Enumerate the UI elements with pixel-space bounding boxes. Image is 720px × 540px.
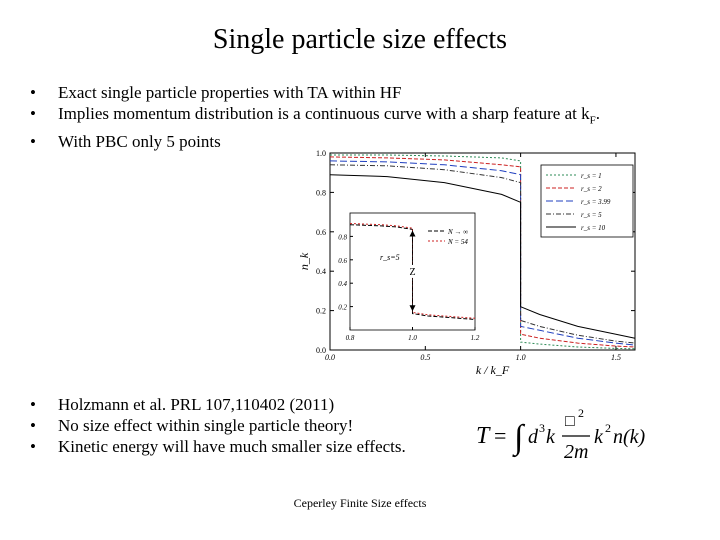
bottom-bullet-list: • Holzmann et al. PRL 107,110402 (2011) … [30, 394, 480, 457]
slide-footer: Ceperley Finite Size effects [293, 496, 427, 510]
bullet-text: Holzmann et al. PRL 107,110402 (2011) [58, 395, 335, 414]
inset-y-tick-label: 0.4 [338, 280, 347, 288]
bullet-suffix: . [595, 104, 600, 123]
y-tick-label: 0.2 [316, 307, 326, 316]
formula-hbar-power: 2 [578, 406, 584, 420]
x-tick-label: 1.0 [516, 353, 526, 362]
z-arrow-head-up [409, 230, 416, 237]
legend-label: r_s = 2 [581, 185, 602, 193]
inset-x-tick-label: 0.8 [346, 334, 355, 342]
formula-rhs-power: 2 [605, 421, 611, 435]
bullet-item: • Holzmann et al. PRL 107,110402 (2011) [30, 394, 480, 415]
x-tick-label: 0.0 [325, 353, 335, 362]
formula-variable: k [546, 426, 556, 448]
formula-measure-power: 3 [539, 421, 545, 435]
inset-annotation: r_s=5 [380, 253, 400, 262]
inset-legend-label: N → ∞ [447, 228, 468, 236]
bullet-text: No size effect within single particle th… [58, 416, 354, 435]
bullet-item: • Implies momentum distribution is a con… [30, 103, 610, 131]
y-tick-label: 0.4 [316, 267, 326, 276]
main-plot-frame [329, 152, 636, 351]
kinetic-energy-formula: T = ∫ d 3 k □ 2 2m k 2 n(k) [476, 406, 646, 463]
formula-lhs: T [476, 423, 491, 449]
y-tick-label: 0.0 [316, 346, 326, 355]
y-tick-label: 1.0 [316, 149, 326, 158]
z-arrow-head-down [409, 305, 416, 312]
z-marker-label: Z [409, 267, 415, 278]
bullet-item: • Kinetic energy will have much smaller … [30, 436, 480, 457]
formula-measure: d [528, 426, 539, 448]
bullet-subscript: F [589, 114, 596, 127]
formula-integral: ∫ [512, 419, 526, 458]
inset-y-tick-label: 0.2 [338, 304, 347, 312]
bullet-text: Exact single particle properties with TA… [58, 83, 402, 102]
bullet-item: • No size effect within single particle … [30, 415, 480, 436]
x-axis-label: k / k_F [476, 363, 510, 377]
bullet-dot: • [30, 395, 36, 414]
legend-label: r_s = 5 [581, 211, 602, 219]
inset-x-tick-label: 1.2 [471, 334, 480, 342]
formula-hbar: □ [565, 413, 575, 430]
y-tick-label: 0.6 [316, 228, 326, 237]
x-tick-label: 1.5 [611, 353, 621, 362]
legend-label: r_s = 10 [581, 224, 606, 232]
legend-label: r_s = 1 [581, 172, 602, 180]
inset-y-tick-label: 0.6 [338, 257, 347, 265]
bullet-dot: • [30, 104, 36, 123]
slide-title: Single particle size effects [212, 24, 508, 55]
bullet-dot: • [30, 437, 36, 456]
bullet-dot: • [30, 416, 36, 435]
bullet-dot: • [30, 132, 36, 152]
bullet-dot: • [30, 83, 36, 102]
x-tick-label: 0.5 [420, 353, 430, 362]
series-line [329, 160, 636, 346]
top-bullet-list: • Exact single particle properties with … [30, 82, 610, 152]
bullet-text: Implies momentum distribution is a conti… [58, 104, 590, 123]
bullet-item: • Exact single particle properties with … [30, 82, 610, 103]
inset-legend-label: N = 54 [447, 238, 468, 246]
series-line [329, 174, 636, 339]
formula-rhs-k: k [594, 426, 604, 448]
legend-label: r_s = 3.99 [581, 198, 611, 206]
bullet-text: With PBC only 5 points [58, 132, 221, 152]
formula-denominator: 2m [564, 441, 588, 463]
inset-y-tick-label: 0.8 [338, 233, 347, 241]
inset-x-tick-label: 1.0 [408, 334, 417, 342]
y-tick-label: 0.8 [316, 188, 326, 197]
z-label-bg [406, 264, 419, 278]
series-line [329, 156, 636, 348]
momentum-distribution-chart: 0.0 0.2 0.4 0.6 0.8 1.0 0.0 0.5 1.0 1.5 k / k_F n_k… [297, 149, 636, 377]
bullet-text: Kinetic energy will have much smaller si… [58, 437, 406, 456]
bullet-item: • With PBC only 5 points [30, 131, 610, 152]
formula-rhs-fn: n(k) [613, 426, 646, 448]
formula-equals: = [494, 423, 506, 448]
y-axis-label: n_k [297, 252, 311, 270]
